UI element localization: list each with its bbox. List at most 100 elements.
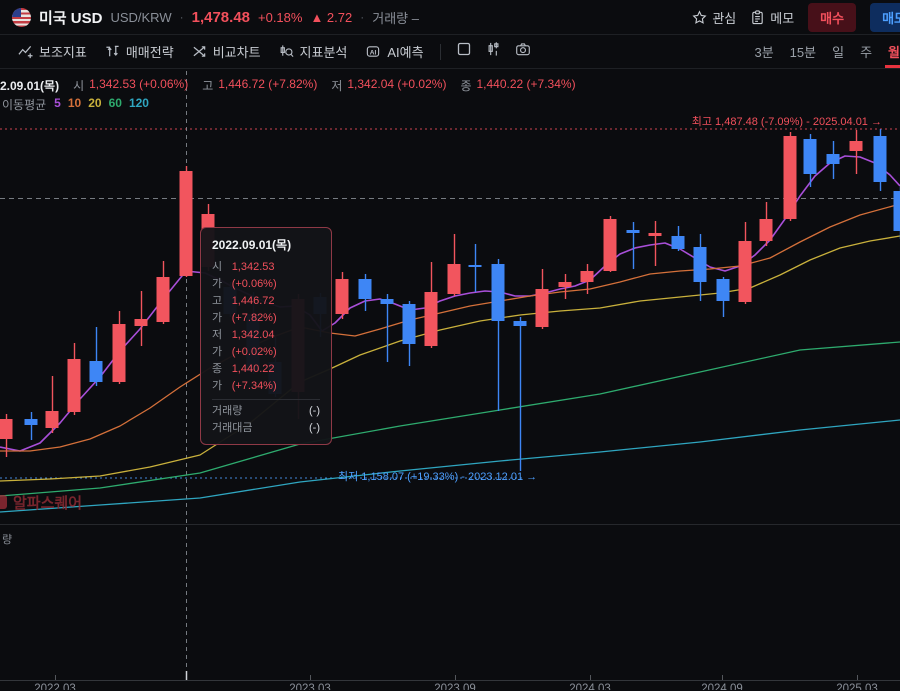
timeframe-tab-3분[interactable]: 3분 xyxy=(754,45,774,60)
candle-body xyxy=(134,319,148,326)
candle-body xyxy=(246,314,260,371)
candle-style-button[interactable] xyxy=(479,37,508,66)
candle-body xyxy=(671,236,685,249)
memo-label: 메모 xyxy=(770,10,795,26)
toolbar-item-label: 비교차트 xyxy=(212,45,261,60)
svg-text:AI: AI xyxy=(370,49,377,56)
timeframe-tab-주[interactable]: 주 xyxy=(860,45,873,60)
sell-button[interactable]: 매도 xyxy=(870,2,900,32)
camera-button[interactable] xyxy=(508,38,538,66)
header-volume: 거래량 – xyxy=(372,10,419,26)
toolbar-item-매매전략[interactable]: 매매전략 xyxy=(97,38,182,65)
candle-body xyxy=(268,362,282,394)
star-icon xyxy=(692,9,707,24)
axis-label-2024.03: 2024.03 xyxy=(569,683,611,690)
toolbar-item-label: 지표분석 xyxy=(299,45,348,60)
info-field-고: 고 1,446.72 (+7.82%) xyxy=(202,77,318,93)
candle-body xyxy=(491,264,505,321)
analysis-icon xyxy=(279,44,294,59)
toolbar-divider xyxy=(439,43,441,60)
candle-body xyxy=(693,247,707,282)
instrument-title: 미국 USD xyxy=(39,9,103,27)
ma-legend-period-20: 20 xyxy=(88,96,102,110)
chart-area: 최고 1,487.48 (-7.09%) - 2025.04.01 → 최저 1,… xyxy=(0,69,900,690)
change-absolute: ▲ 2.72 xyxy=(310,9,353,25)
strategy-icon xyxy=(105,44,120,59)
candle-body xyxy=(558,282,572,287)
candle-body xyxy=(358,279,372,299)
ma-legend-period-5: 5 xyxy=(54,96,61,110)
candle-body xyxy=(201,214,215,267)
timeframe-tab-월[interactable]: 월 xyxy=(885,35,900,68)
candle-body xyxy=(826,154,840,164)
ma-line-120 xyxy=(0,419,900,513)
ma-legend-label: 이동평균 xyxy=(2,98,47,112)
high-annotation-text: 최고 1,487.48 (-7.09%) - 2025.04.01 → xyxy=(692,115,882,128)
current-price: 1,478.48 xyxy=(191,8,250,26)
candle-body xyxy=(759,219,773,241)
timeframe-tab-15분[interactable]: 15분 xyxy=(789,45,817,60)
candle-body xyxy=(380,299,394,304)
square-select-icon xyxy=(456,41,472,62)
candle-body xyxy=(112,324,126,382)
candle-body xyxy=(24,419,38,425)
ohlc-info-bar: 2.09.01(목) 시 1,342.53 (+0.06%) 고 1,446.72 (… xyxy=(0,77,576,94)
memo-button[interactable]: 메모 xyxy=(750,8,794,27)
toolbar-item-label: 매매전략 xyxy=(125,45,174,60)
candle-body xyxy=(291,299,305,392)
us-flag-icon xyxy=(12,7,31,27)
axis-label-2025.03: 2025.03 xyxy=(836,683,878,690)
moving-average-legend: 이동평균 5 10 20 60 120 xyxy=(2,96,149,113)
info-field-종: 종 1,440.22 (+7.34%) xyxy=(460,77,576,93)
square-select-button[interactable] xyxy=(449,37,479,66)
watermark-text: 알파스퀘어 xyxy=(13,495,82,512)
axis-label-2023.09: 2023.09 xyxy=(434,683,476,690)
camera-icon xyxy=(515,42,531,62)
header-actions: 관심 메모 매수 매도 xyxy=(692,2,900,32)
toolbar-item-AI예측[interactable]: AI AI예측 xyxy=(357,38,431,65)
candlestick-chart[interactable]: 최고 1,487.48 (-7.09%) - 2025.04.01 → 최저 1,… xyxy=(0,69,900,690)
candle-body xyxy=(313,297,327,314)
timeframe-tab-일[interactable]: 일 xyxy=(832,45,845,60)
watch-button[interactable]: 관심 xyxy=(692,8,736,27)
candle-body xyxy=(626,230,640,233)
axis-label-2024.09: 2024.09 xyxy=(701,683,743,690)
axis-label-2022.03: 2022.03 xyxy=(34,683,76,690)
info-field-시: 시 1,342.53 (+0.06%) xyxy=(73,77,189,93)
candle-body xyxy=(873,136,887,182)
candle-body xyxy=(447,264,461,294)
candle-body xyxy=(0,419,13,439)
info-date: 2.09.01(목) xyxy=(0,79,60,93)
ma-legend-period-60: 60 xyxy=(108,96,122,110)
candle-body xyxy=(424,292,438,346)
candle-body xyxy=(402,304,416,344)
header-bar: 미국 USD USD/KRW · 1,478.48 +0.18% ▲ 2.72 … xyxy=(0,0,900,35)
candle-body xyxy=(849,141,863,151)
buy-button[interactable]: 매수 xyxy=(808,2,857,32)
candle-body xyxy=(803,139,817,174)
candle-body xyxy=(513,321,527,326)
toolbar-item-지표분석[interactable]: 지표분석 xyxy=(271,38,356,65)
candle-body xyxy=(535,289,549,327)
candle-body xyxy=(179,171,193,276)
separator-dot: · xyxy=(360,10,365,24)
candle-body xyxy=(580,271,594,282)
toolbar-item-label: 보조지표 xyxy=(39,45,87,60)
axis-label-2023.03: 2023.03 xyxy=(289,683,331,690)
candle-body xyxy=(45,411,59,428)
toolbar-item-보조지표[interactable]: 보조지표 xyxy=(10,38,95,65)
candle-body xyxy=(893,191,900,231)
change-percent: +0.18% xyxy=(258,9,303,25)
ma-legend-period-120: 120 xyxy=(128,96,149,110)
candle-body xyxy=(716,279,730,301)
candle-style-icon xyxy=(486,41,501,62)
toolbar-item-비교차트[interactable]: 비교차트 xyxy=(184,38,269,65)
toolbar-item-label: AI예측 xyxy=(387,45,424,60)
ma-line-60 xyxy=(0,341,900,497)
candle-body xyxy=(335,279,349,314)
ma-legend-period-10: 10 xyxy=(67,96,82,110)
volume-panel-label: 량 xyxy=(2,533,12,546)
candle-body xyxy=(468,265,482,267)
compare-icon xyxy=(192,44,207,59)
